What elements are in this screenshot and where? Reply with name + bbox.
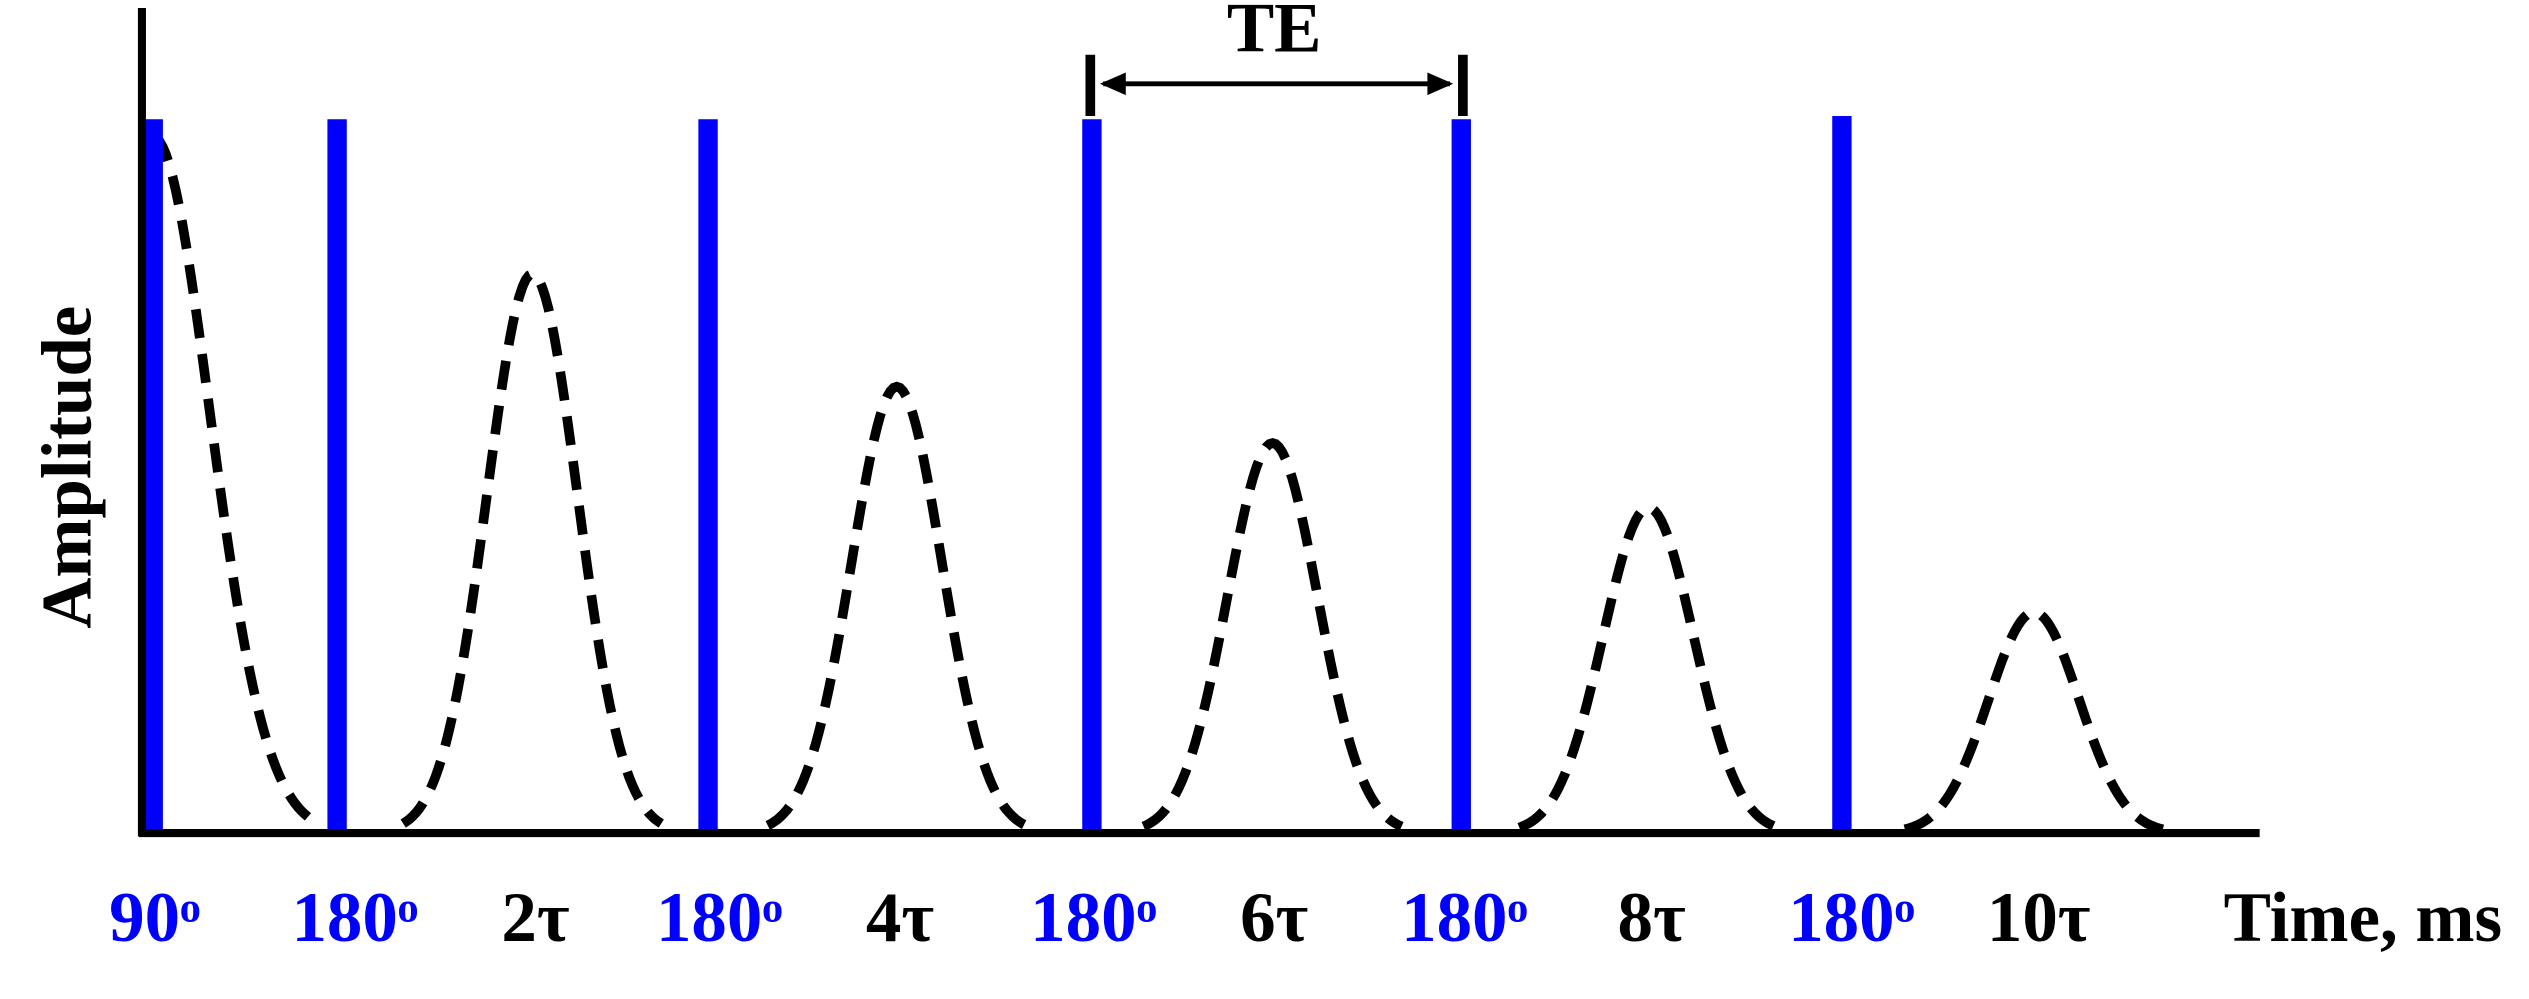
pulses: [143, 116, 1852, 834]
pulse-label: 180ᵒ: [1401, 879, 1528, 957]
echo-curve: [151, 132, 324, 829]
echo-label: 4τ: [866, 879, 934, 957]
echo-curve: [1903, 607, 2165, 835]
echo-curve: [765, 381, 1028, 830]
interval-label: TE: [1227, 0, 1322, 68]
echo-label: 2τ: [501, 879, 569, 957]
pulse: [1082, 119, 1102, 834]
te-bracket: [1085, 54, 1468, 117]
pulse-label: 180ᵒ: [291, 879, 418, 957]
x-axis-label: Time, ms: [2224, 879, 2503, 957]
pulse-label: 180ᵒ: [656, 879, 783, 957]
pulse-label: 180ᵒ: [1788, 879, 1915, 957]
pulse: [327, 119, 347, 834]
echo-label: 6τ: [1240, 879, 1308, 957]
echo-label: 8τ: [1617, 879, 1685, 957]
y-axis-label: Amplitude: [28, 306, 106, 629]
echo-label: 10τ: [1987, 879, 2091, 957]
pulse: [698, 119, 718, 834]
echo-curve: [1141, 438, 1404, 831]
echo-curve: [1517, 502, 1780, 833]
pulse: [143, 119, 163, 834]
pulse: [1451, 119, 1471, 834]
pulse-label: 90ᵒ: [109, 879, 200, 957]
echo-curve: [400, 268, 664, 828]
pulse: [1832, 116, 1852, 834]
pulse-label: 180ᵒ: [1030, 879, 1157, 957]
echo-curves: [151, 132, 2165, 835]
